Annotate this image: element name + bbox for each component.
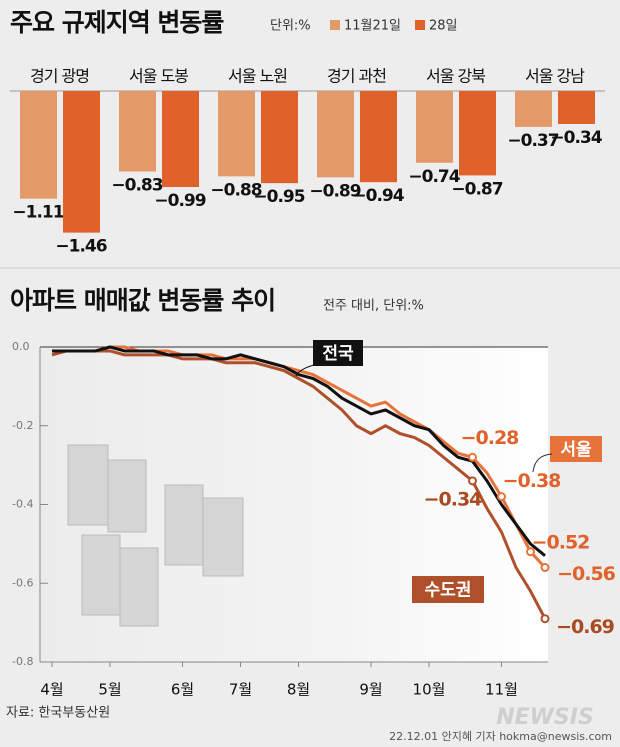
bar [162, 91, 199, 188]
value-label: −0.95 [253, 187, 304, 207]
bar [459, 91, 496, 176]
bar-chart-title: 주요 규제지역 변동률 [10, 8, 224, 37]
value-label: −1.46 [55, 237, 106, 257]
x-tick-label: 5월 [98, 681, 121, 699]
line-chart-title: 아파트 매매값 변동률 추이 [10, 286, 275, 315]
bar [558, 91, 595, 124]
bar [119, 91, 156, 172]
series-line [51, 349, 547, 620]
bar [261, 91, 298, 184]
bar [360, 91, 397, 183]
x-tick-label: 6월 [171, 681, 194, 699]
credit: 22.12.01 안지혜 기자 hokma@newsis.com [389, 730, 612, 743]
category-label: 서울 노원 [228, 67, 287, 86]
value-label: −1.11 [12, 203, 63, 223]
line-chart-subtitle: 전주 대비, 단위:% [323, 299, 424, 314]
point [468, 452, 477, 462]
y-tick-label: -0.8 [12, 655, 33, 668]
x-tick-label: 8월 [287, 681, 310, 699]
series-tag-label: 서울 [560, 440, 592, 460]
legend-label: 28일 [429, 19, 458, 34]
category-label: 서울 강북 [426, 67, 485, 86]
category-label: 서울 강남 [525, 67, 585, 86]
value-label: −0.89 [309, 181, 360, 201]
pointer [532, 453, 553, 473]
bar [63, 91, 100, 233]
value-label: −0.94 [352, 186, 404, 206]
value-label: −0.74 [408, 167, 460, 187]
bar [515, 91, 552, 127]
series-tag [550, 436, 602, 462]
x-tick-label: 11월 [485, 681, 518, 699]
legend-swatch [415, 20, 426, 30]
bar [416, 91, 453, 163]
point [526, 547, 535, 557]
category-label: 서울 도봉 [129, 67, 188, 86]
bar [218, 91, 255, 177]
x-tick-label: 10월 [413, 681, 446, 699]
category-label: 경기 과천 [327, 67, 386, 86]
point [540, 563, 550, 572]
series-tag [412, 576, 484, 603]
series-tag-label: 수도권 [425, 581, 472, 601]
y-tick-label: -0.6 [12, 576, 33, 589]
y-tick-label: -0.4 [12, 498, 33, 511]
value-label: −0.37 [507, 131, 558, 151]
point [540, 614, 550, 624]
y-tick-label: 0.0 [12, 340, 30, 353]
category-label: 경기 광명 [30, 67, 89, 86]
bar [317, 91, 354, 178]
point [497, 492, 506, 502]
x-tick-label: 7월 [229, 681, 252, 699]
series-tag [313, 340, 363, 366]
value-label: −0.38 [503, 470, 562, 492]
y-tick-label: -0.2 [12, 419, 33, 432]
value-label: −0.34 [424, 488, 483, 510]
legend-swatch [330, 20, 340, 30]
pointer [295, 363, 319, 377]
building-illustration [67, 444, 244, 627]
unit: 단위:% [270, 19, 311, 34]
value-label: −0.34 [550, 128, 602, 148]
x-tick-label: 4월 [40, 681, 63, 699]
value-label: −0.56 [557, 563, 616, 585]
point [468, 476, 477, 486]
value-label: −0.52 [532, 531, 590, 553]
source: 자료: 한국부동산원 [6, 706, 110, 721]
value-label: −0.88 [210, 180, 261, 200]
value-label: −0.28 [461, 427, 520, 449]
value-label: −0.83 [111, 176, 162, 196]
value-label: −0.99 [154, 191, 205, 211]
value-label: −0.69 [556, 616, 614, 638]
legend-label: 11월21일 [344, 19, 401, 34]
bar [20, 91, 57, 199]
series-tag-label: 전국 [322, 344, 354, 364]
series-line [52, 345, 546, 557]
value-label: −0.87 [451, 179, 502, 199]
watermark: NEWSIS [496, 705, 594, 730]
x-tick-label: 9월 [359, 681, 382, 699]
